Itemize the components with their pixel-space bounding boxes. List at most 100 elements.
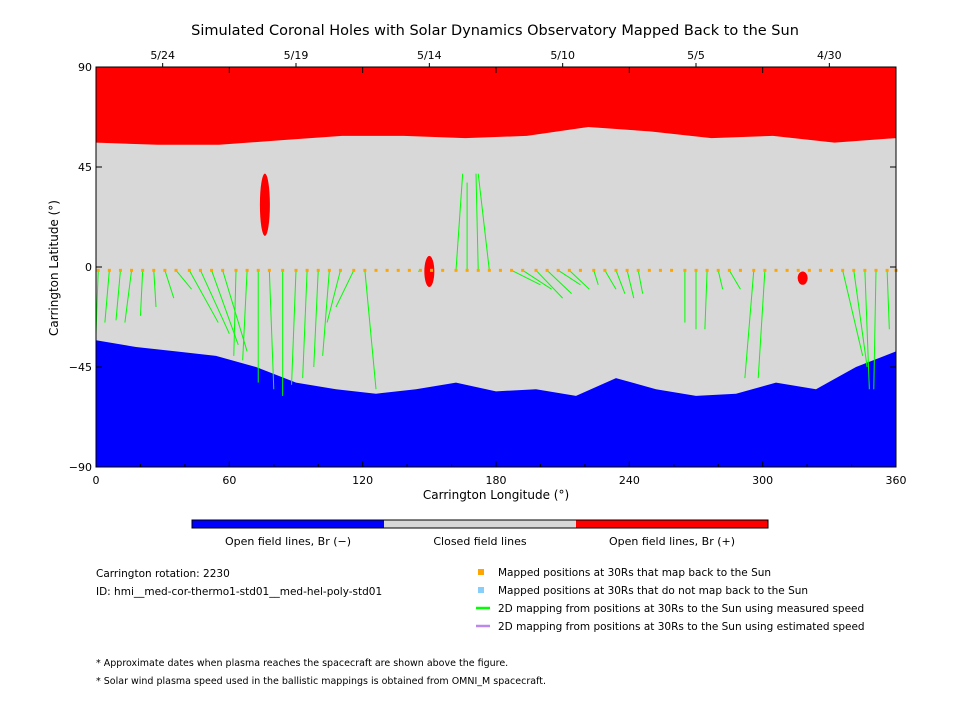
mapping-line xyxy=(104,270,110,323)
mapping-line xyxy=(326,270,341,323)
mapping-line xyxy=(291,270,297,385)
carrington-rotation: Carrington rotation: 2230 xyxy=(96,568,230,580)
colorbar-frame xyxy=(191,519,769,529)
mapped-point xyxy=(407,268,411,272)
mapped-point xyxy=(96,268,100,272)
mapped-point xyxy=(647,268,651,272)
x-tick-label: 240 xyxy=(619,474,640,487)
mapped-point xyxy=(521,268,525,272)
colorbar-label: Open field lines, Br (+) xyxy=(609,535,735,548)
mapped-point xyxy=(863,268,867,272)
mapped-point xyxy=(556,268,560,272)
positive-patch xyxy=(424,255,435,287)
mapping-line xyxy=(322,270,330,356)
mapped-point xyxy=(418,268,422,272)
mapping-line xyxy=(717,270,724,290)
y-tick-label: 0 xyxy=(85,261,92,274)
mapped-point xyxy=(210,268,214,272)
mapped-point xyxy=(198,268,202,272)
mapped-point xyxy=(498,268,502,272)
mapping-line xyxy=(535,269,564,299)
mapped-point xyxy=(603,268,607,272)
mapped-point xyxy=(885,268,889,272)
mapped-point xyxy=(727,268,731,272)
mapping-line xyxy=(511,269,541,286)
mapped-point xyxy=(245,268,249,272)
y-axis: 90 45 0 −45 −90 xyxy=(69,61,896,474)
mapping-line xyxy=(364,270,377,390)
y-tick-label: −45 xyxy=(69,361,92,374)
mapped-point xyxy=(694,268,698,272)
mapped-point xyxy=(305,268,309,272)
mapped-point xyxy=(785,268,789,272)
mapped-point xyxy=(636,268,640,272)
date-label: 5/5 xyxy=(687,49,705,62)
date-label: 5/19 xyxy=(284,49,309,62)
mapped-point xyxy=(545,268,549,272)
mapped-point xyxy=(174,268,178,272)
x-axis: 0 60 120 180 240 300 360 xyxy=(93,67,907,487)
mapped-point xyxy=(567,268,571,272)
mapped-point xyxy=(738,268,742,272)
mapping-line xyxy=(626,270,635,299)
x-tick-label: 0 xyxy=(93,474,100,487)
note-dates: * Approximate dates when plasma reaches … xyxy=(96,658,508,669)
mapping-line xyxy=(211,270,239,345)
colorbar-segment xyxy=(384,520,576,528)
mapping-line xyxy=(455,173,464,271)
y-tick-label: −90 xyxy=(69,461,92,474)
mapped-point xyxy=(430,268,434,272)
mapping-line xyxy=(744,270,755,379)
legend-label: 2D mapping from positions at 30Rs to the… xyxy=(498,621,865,633)
mapping-line xyxy=(302,270,308,379)
colorbar: Open field lines, Br (−) Closed field lin… xyxy=(191,519,769,548)
mapping-line xyxy=(864,270,870,390)
legend-marker xyxy=(478,569,484,575)
mapped-point xyxy=(465,268,469,272)
mapped-point xyxy=(578,268,582,272)
mapped-point xyxy=(625,268,629,272)
mapped-point xyxy=(683,268,687,272)
legend-marker xyxy=(478,587,484,593)
x-tick-label: 120 xyxy=(352,474,373,487)
model-id: ID: hmi__med-cor-thermo1-std01__med-hel-… xyxy=(96,586,382,598)
mapping-line xyxy=(477,173,490,271)
mapping-line xyxy=(115,270,121,321)
colorbar-label: Open field lines, Br (−) xyxy=(225,535,351,548)
mapping-line xyxy=(475,173,479,271)
mapped-point xyxy=(510,268,514,272)
mapped-point xyxy=(352,268,356,272)
mapped-point xyxy=(614,268,618,272)
mapped-point xyxy=(118,268,122,272)
mapping-line xyxy=(268,270,275,390)
mapped-point xyxy=(281,268,285,272)
note-speed: * Solar wind plasma speed used in the ba… xyxy=(96,676,546,687)
mapped-point xyxy=(487,268,491,272)
mapped-point xyxy=(830,268,834,272)
mapping-line xyxy=(637,270,644,294)
mapped-point xyxy=(107,268,111,272)
mapped-point xyxy=(327,268,331,272)
mapping-line xyxy=(335,270,355,308)
mapping-line xyxy=(188,270,219,323)
positive-patch xyxy=(259,173,270,236)
mapping-line xyxy=(704,270,708,330)
south-negative-open-region xyxy=(96,340,896,467)
map-area xyxy=(95,66,898,468)
date-label: 5/10 xyxy=(550,49,575,62)
mapped-point xyxy=(163,268,167,272)
mapping-line xyxy=(124,270,133,323)
mapped-point xyxy=(396,268,400,272)
mapped-point xyxy=(670,268,674,272)
mapping-line xyxy=(139,270,144,316)
positive-polarity-patches xyxy=(259,173,808,287)
mapping-line xyxy=(522,269,552,290)
colorbar-label: Closed field lines xyxy=(433,535,527,548)
mapped-point xyxy=(716,268,720,272)
mapped-point xyxy=(841,268,845,272)
top-date-axis: 5/24 5/19 5/14 5/10 5/5 4/30 xyxy=(150,49,842,67)
mapping-line xyxy=(615,270,626,294)
mapping-line xyxy=(546,269,572,295)
chart-title: Simulated Coronal Holes with Solar Dynam… xyxy=(191,23,799,39)
x-tick-label: 300 xyxy=(752,474,773,487)
